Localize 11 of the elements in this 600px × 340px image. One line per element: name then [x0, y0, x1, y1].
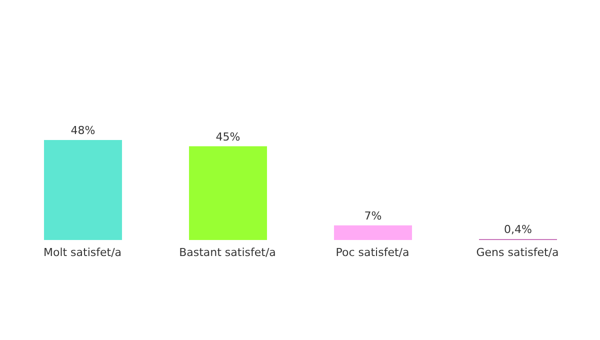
- data-label: 7%: [364, 209, 382, 222]
- data-label: 45%: [216, 130, 240, 144]
- bar: [334, 225, 412, 240]
- x-tick-label: Molt satisfet/a: [43, 246, 122, 259]
- x-tick-label: Gens satisfet/a: [476, 246, 559, 259]
- bar: [44, 140, 122, 240]
- bar: [189, 146, 267, 240]
- data-label: 0,4%: [504, 223, 532, 236]
- data-label: 48%: [70, 124, 96, 137]
- x-tick-label: Poc satisfet/a: [336, 246, 410, 259]
- x-tick-label: Bastant satisfet/a: [179, 246, 276, 259]
